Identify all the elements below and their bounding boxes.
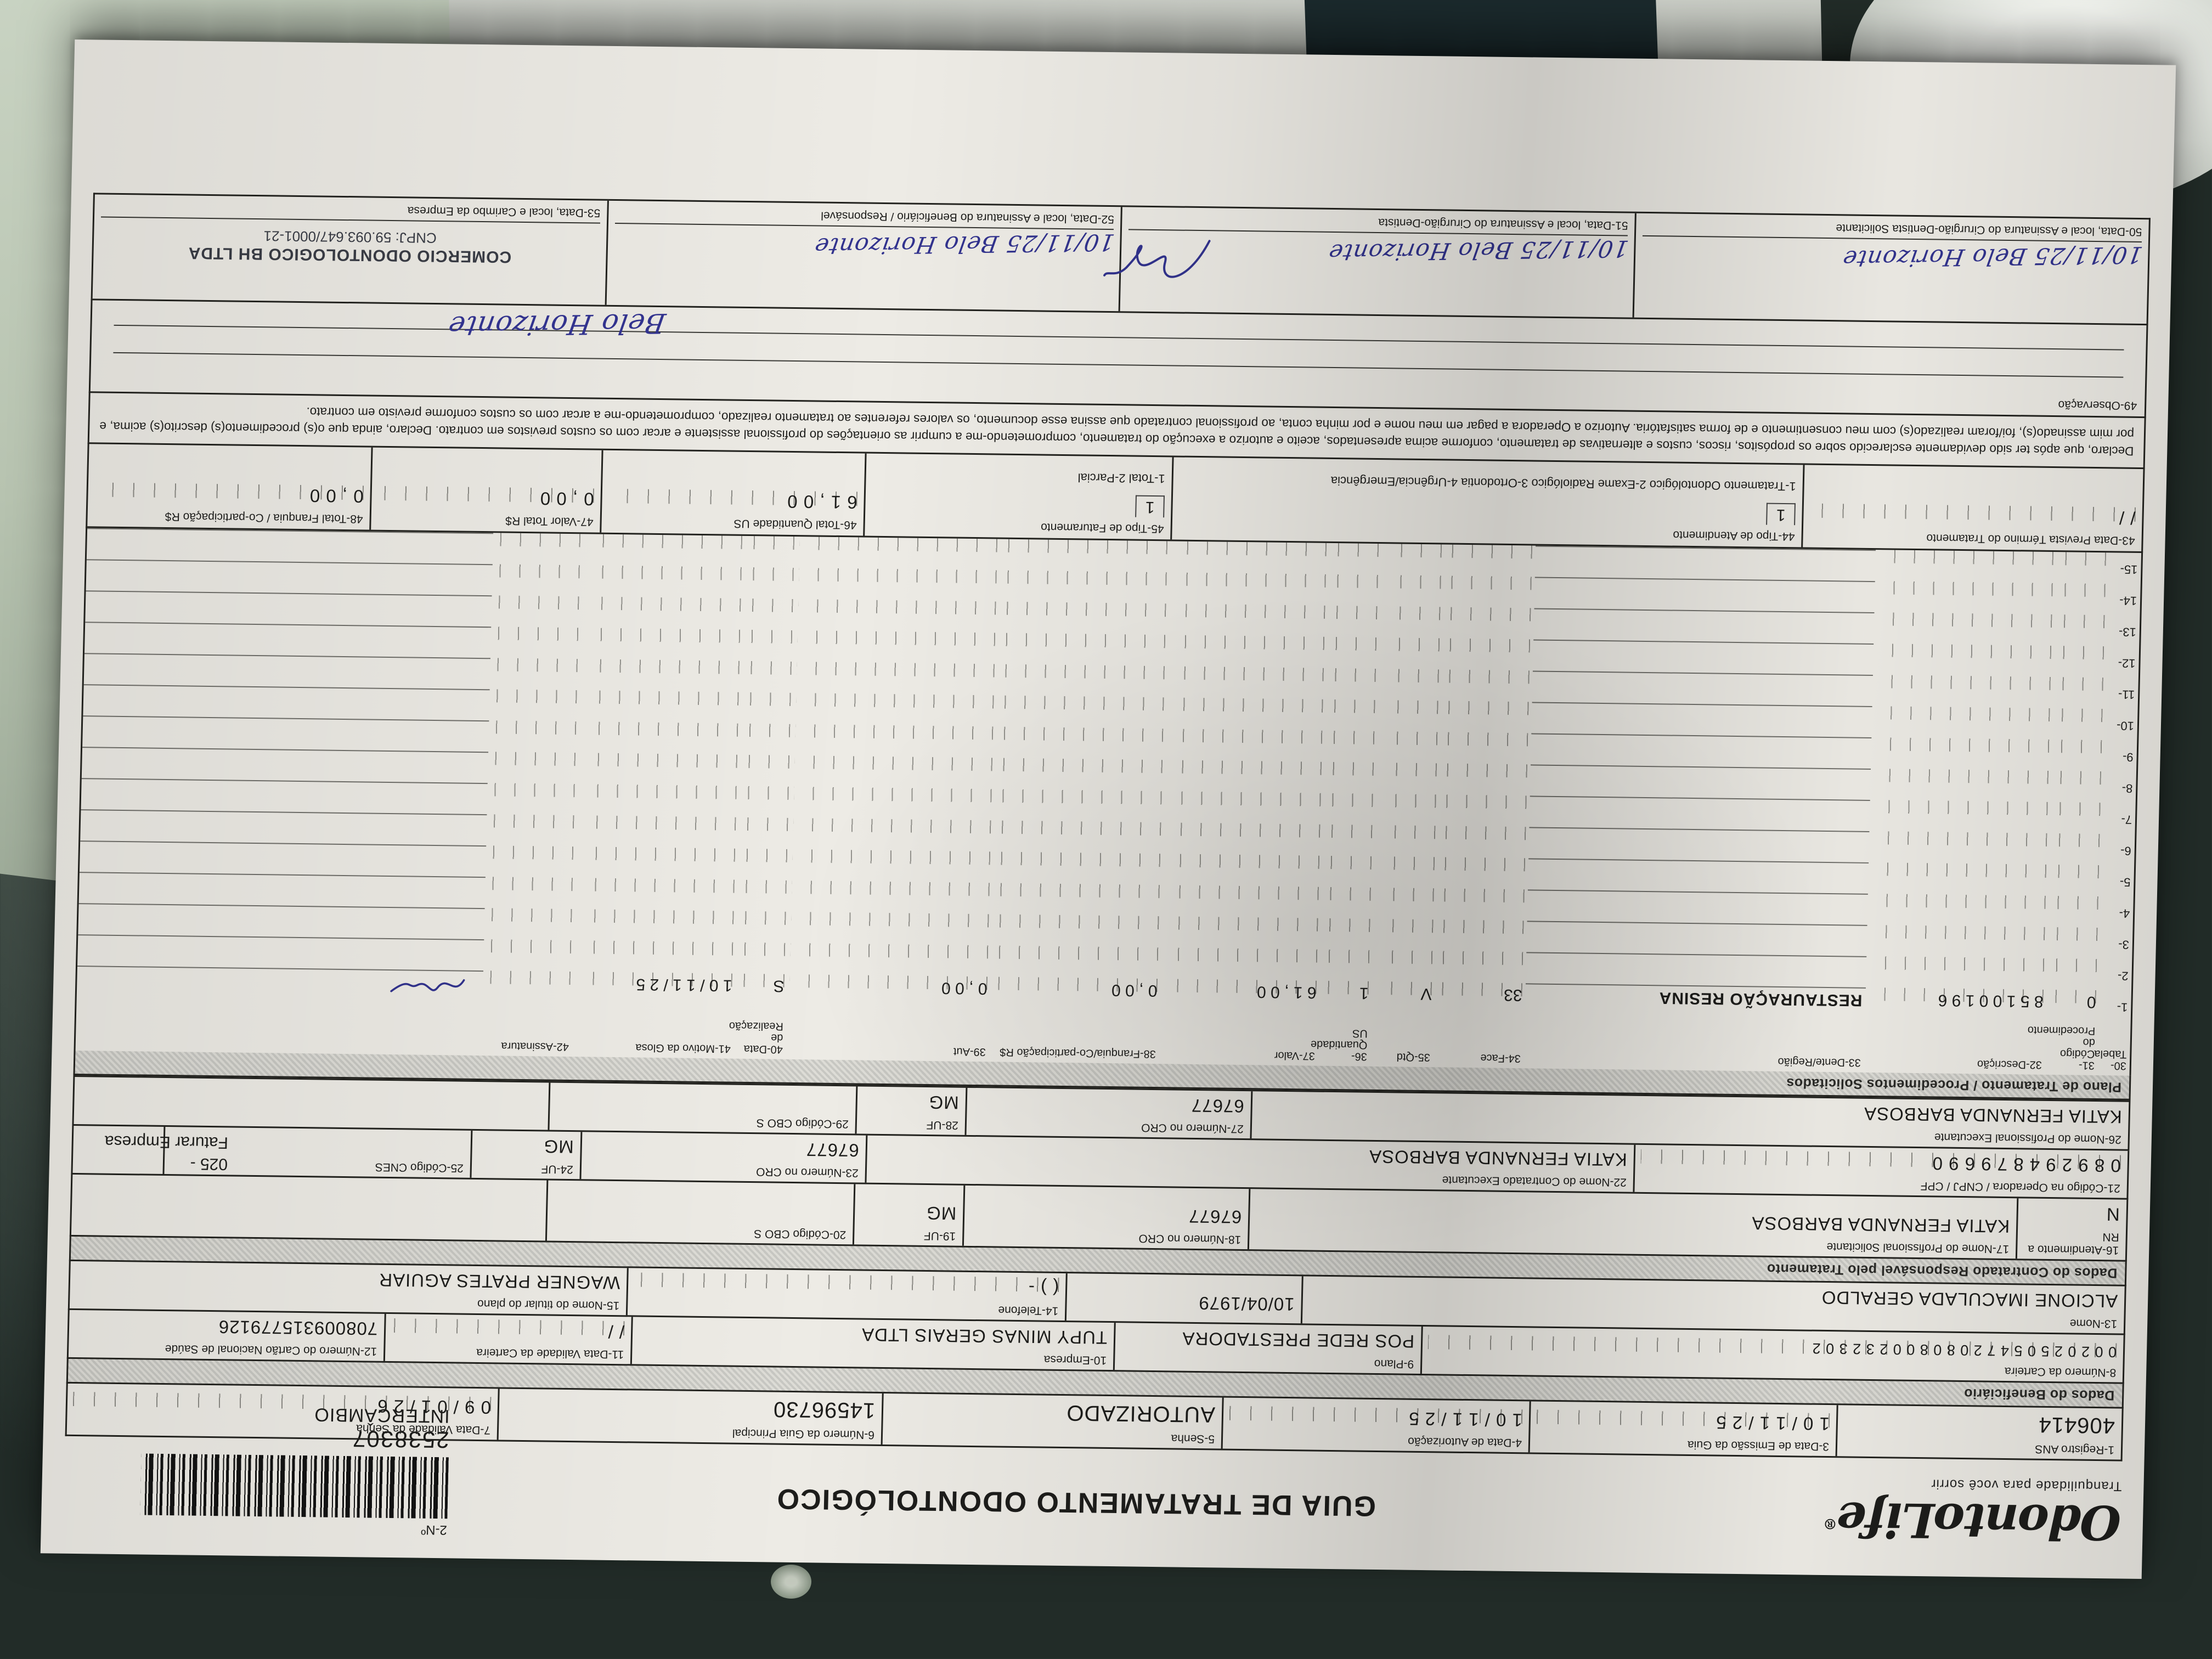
company-stamp: COMERCIO ODONTOLOGICO BH LTDA CNPJ: 59.0… xyxy=(188,228,512,266)
signature-cell-53: COMERCIO ODONTOLOGICO BH LTDA CNPJ: 59.0… xyxy=(93,194,607,304)
table-row: 1- 0 8 5 1 0 0 1 9 6 RESTAURAÇÃO RESINA … xyxy=(77,966,2131,1022)
field-telefone: 14-Telefone ( ) - xyxy=(625,1268,1066,1321)
field-registro-ans: 1-Registro ANS 406414 xyxy=(1835,1405,2122,1460)
tipo-atendimento-value: 1 xyxy=(1766,503,1796,526)
handwritten-date-city-50: 10/11/25 Belo Horizonte xyxy=(1840,241,2145,273)
guide-number-label: 2-Nº xyxy=(421,1522,448,1538)
signature-cell-51: 10/11/25 Belo Horizonte 51-Data, local e… xyxy=(1103,207,1635,318)
field-codigo-operadora-cpf: 21-Código na Operadora / CNPJ / CPF 0 8 … xyxy=(1633,1144,2128,1198)
column-header: 30-Tabela xyxy=(2094,1047,2127,1072)
column-header: 37-Valor xyxy=(1274,1049,1316,1062)
field-cro-18: 18-Número no CRO 67677 xyxy=(962,1185,1249,1250)
field-total-us: 46-Total Quantidade US 6 1 , 0 0 xyxy=(600,450,865,536)
column-header: 35-Qtd xyxy=(1396,1051,1431,1064)
field-uf-19: 19-UF MG xyxy=(852,1184,964,1246)
signatures-band: Belo Horizonte 10/11/25 Belo Horizonte 5… xyxy=(91,193,2151,342)
contratado-row3-spacer xyxy=(74,1077,549,1130)
column-header: 39-Aut xyxy=(953,1045,986,1058)
field-senha: 5-Senha AUTORIZADO xyxy=(881,1393,1222,1449)
tipo-faturamento-options: 1-Total 2-Parcial xyxy=(1077,471,1165,486)
field-tipo-atendimento: 44-Tipo de Atendimento 1 1-Tratamento Od… xyxy=(1170,457,1803,548)
field-profissional-solicitante: 17-Nome do Profissional Solicitante KATI… xyxy=(1247,1189,2017,1259)
field-valor-total: 47-Valor Total R$ 0 , 0 0 xyxy=(369,447,602,533)
field-uf-28: 28-UF MG xyxy=(855,1086,966,1135)
handwritten-belo-horizonte: Belo Horizonte xyxy=(445,307,668,342)
barcode-icon xyxy=(140,1453,449,1519)
column-header: 41-Motivo da Glosa xyxy=(635,1041,731,1055)
handwritten-date-city-52: 10/11/25 Belo Horizonte xyxy=(812,229,1117,260)
tipo-atendimento-options: 1-Tratamento Odontológico 2-Exame Radiol… xyxy=(1330,473,1796,494)
registered-mark-icon: ® xyxy=(1824,1515,1838,1532)
field-data-termino: 43-Data Prevista Término do Tratamento /… xyxy=(1801,465,2143,551)
contratado-row1-spacer xyxy=(71,1175,546,1241)
column-header: 31-Código do Procedimento xyxy=(2027,1024,2096,1071)
field-validade-senha: 7-Data Validade da Senha 0 9 / 0 1 / 2 6 xyxy=(67,1384,498,1440)
field-guia-principal: 6-Número da Guia Principal 14596730 xyxy=(496,1389,882,1444)
field-data-emissao: 3-Data de Emissão da Guia 1 0 / 1 1 / 2 … xyxy=(1528,1401,1837,1457)
column-header: 38-Franquia/Co-participação R$ xyxy=(1000,1046,1156,1060)
odontolife-logo: OdontoLife® xyxy=(1824,1491,2122,1550)
field-atendimento-rn: 16-Atendimento a RN N xyxy=(2015,1198,2127,1260)
field-contratado-executante: 22-Nome do Contratado Executante KATIA F… xyxy=(865,1135,1634,1192)
field-empresa: 10-Empresa TUPY MINAS GERAIS LTDA xyxy=(630,1317,1114,1370)
handwritten-signature-flourish-icon xyxy=(1103,240,1211,278)
column-header: 40-Data de Realização xyxy=(729,1019,784,1056)
signature-cell-50: 10/11/25 Belo Horizonte 50-Data, local e… xyxy=(1632,213,2149,324)
form-paper: OdontoLife® Tranquilidade para você sorr… xyxy=(40,39,2176,1579)
field-nome-beneficiario: 13-Nome ALCIONE IMACULADA GERALDO xyxy=(1300,1276,2125,1334)
signature-cell-52: 10/11/25 Belo Horizonte 52-Data, local e… xyxy=(605,200,1121,312)
field-validade-carteira: 11-Data Validade da Carteira / / xyxy=(383,1313,631,1364)
highlight-dot xyxy=(771,1565,811,1599)
form-title: GUIA DE TRATAMENTO ODONTOLÓGICO xyxy=(776,1482,1376,1522)
field-data-autorizacao: 4-Data de Autorização 1 0 / 1 1 / 2 5 xyxy=(1221,1397,1530,1453)
field-tipo-faturamento: 45-Tipo de Faturamento 1 1-Total 2-Parci… xyxy=(863,453,1172,540)
column-header: 42-Assinatura xyxy=(501,1040,569,1053)
field-cartao-nacional-saude: 12-Número do Cartão Nacional de Saúde 70… xyxy=(165,1317,378,1358)
field-total-franquia: 48-Total Franquia / Co-participação R$ 0… xyxy=(87,444,371,529)
field-plano: 9-Plano POS REDE PRESTADORA xyxy=(1113,1323,1421,1374)
field-cbo-20: 20-Código CBO S xyxy=(545,1180,854,1245)
field-numero-carteira: 8-Número da Carteira 0 0 2 0 2 5 0 5 4 7… xyxy=(1420,1326,2124,1383)
tipo-faturamento-value: 1 xyxy=(1135,495,1165,518)
logo-block: OdontoLife® Tranquilidade para você sorr… xyxy=(1703,1473,2122,1560)
procedures-rows: 1- 0 8 5 1 0 0 1 9 6 RESTAURAÇÃO RESINA … xyxy=(77,528,2141,1022)
field-uf-24: 24-UF MG xyxy=(470,1130,581,1180)
field-titular-plano: 15-Nome do titular do plano WAGNER PRATE… xyxy=(378,1269,620,1312)
observacao-rule-line xyxy=(114,324,2124,351)
procedures-table: 30-Tabela 31-Código do Procedimento 32-Des… xyxy=(74,526,2143,1076)
column-header: 32-Descrição xyxy=(1977,1058,2042,1071)
observacao-rule-line xyxy=(113,352,2124,378)
faturar-empresa-annotation: 025 - Faturar Empresa xyxy=(104,1132,229,1173)
column-header: 33-Dente/Região xyxy=(1778,1055,1861,1069)
field-data-nascimento: 10/04/1979 xyxy=(1064,1273,1302,1324)
column-header: 34-Face xyxy=(1480,1052,1521,1065)
field-cro-27: 27-Número no CRO 67677 xyxy=(964,1087,1251,1139)
field-cro-23: 23-Número no CRO 67677 xyxy=(579,1132,866,1183)
handwritten-signature-icon xyxy=(390,979,465,992)
field-cbo-29: 29-Código CBO S xyxy=(548,1082,856,1134)
field-profissional-executante: 26-Nome do Profissional Executante KATIA… xyxy=(1250,1091,2129,1149)
column-header: 36-Quantidade US xyxy=(1310,1027,1368,1063)
